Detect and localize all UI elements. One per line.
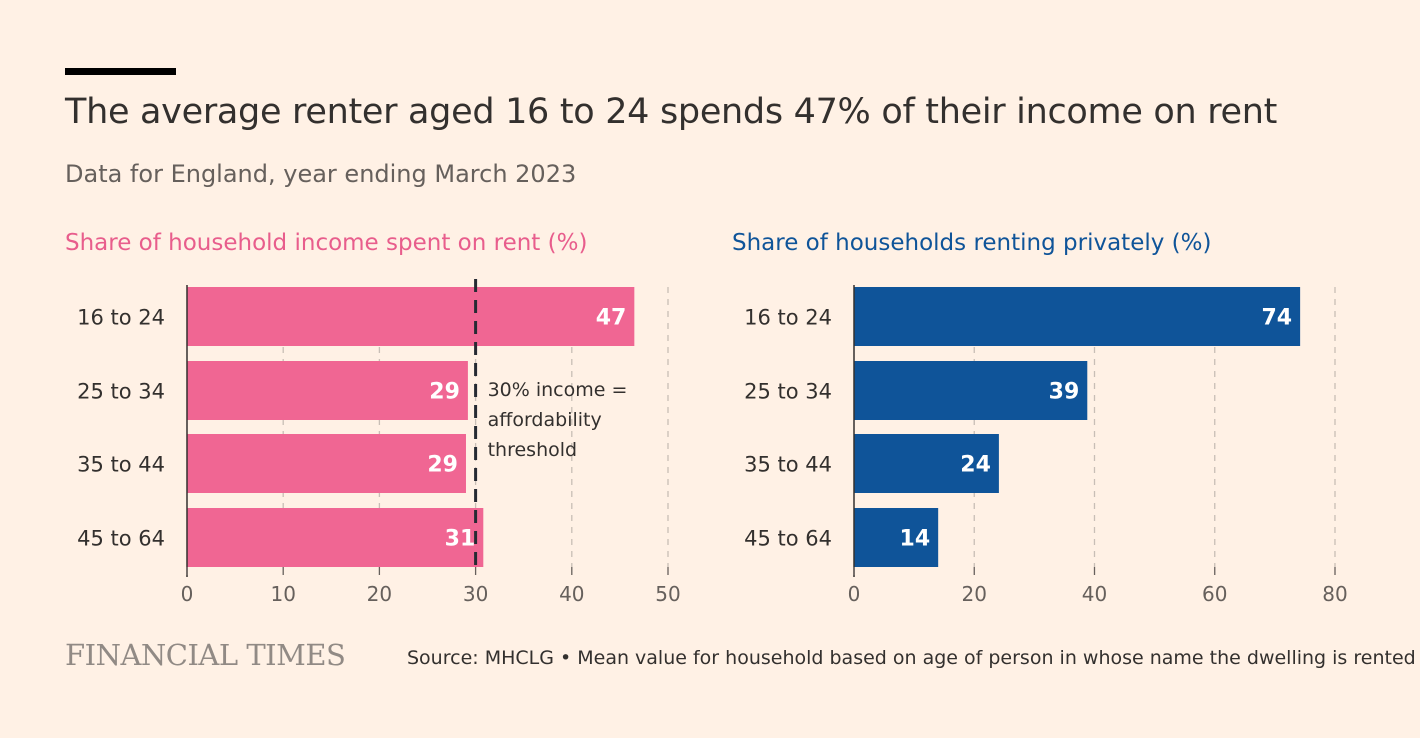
right-tick-label: 20 — [962, 582, 987, 606]
right-value-label: 74 — [1262, 306, 1293, 331]
left-value-label: 29 — [427, 453, 458, 478]
left-value-label: 31 — [445, 527, 476, 552]
left-category-label: 35 to 44 — [77, 453, 165, 477]
right-value-label: 39 — [1049, 380, 1080, 405]
left-tick-label: 20 — [367, 582, 392, 606]
left-tick-label: 50 — [655, 582, 680, 606]
right-category-label: 45 to 64 — [744, 527, 832, 551]
left-tick-label: 30 — [463, 582, 488, 606]
right-tick-label: 60 — [1202, 582, 1227, 606]
right-value-label: 14 — [900, 527, 931, 552]
right-category-label: 35 to 44 — [744, 453, 832, 477]
right-category-label: 16 to 24 — [744, 306, 832, 330]
right-category-label: 25 to 34 — [744, 380, 832, 404]
left-category-label: 16 to 24 — [77, 306, 165, 330]
financial-times-logo: FINANCIAL TIMES — [65, 638, 346, 672]
ft-top-bar — [65, 68, 176, 75]
left-value-label: 47 — [596, 306, 627, 331]
threshold-annotation-line: threshold — [488, 439, 577, 461]
left-bar — [187, 508, 484, 567]
right-bar — [854, 434, 999, 493]
left-tick-label: 10 — [270, 582, 295, 606]
right-tick-label: 0 — [848, 582, 861, 606]
right-bar — [854, 287, 1301, 346]
source-note: Source: MHCLG • Mean value for household… — [407, 647, 1416, 669]
right-bar — [854, 508, 939, 567]
left-value-label: 29 — [429, 380, 460, 405]
left-tick-label: 0 — [181, 582, 194, 606]
left-bar — [187, 287, 635, 346]
right-panel-title: Share of households renting privately (%… — [732, 230, 1212, 256]
right-bar — [854, 361, 1088, 420]
left-category-label: 45 to 64 — [77, 527, 165, 551]
left-panel-title: Share of household income spent on rent … — [65, 230, 588, 256]
right-tick-label: 80 — [1322, 582, 1347, 606]
left-bar — [187, 434, 466, 493]
left-bar — [187, 361, 468, 420]
threshold-annotation-line: 30% income = — [488, 379, 628, 401]
right-value-label: 24 — [960, 453, 991, 478]
right-tick-label: 40 — [1082, 582, 1107, 606]
threshold-annotation-line: affordability — [488, 409, 602, 431]
left-tick-label: 40 — [559, 582, 584, 606]
chart-subtitle: Data for England, year ending March 2023 — [65, 160, 577, 188]
left-category-label: 25 to 34 — [77, 380, 165, 404]
chart-title: The average renter aged 16 to 24 spends … — [65, 92, 1278, 132]
